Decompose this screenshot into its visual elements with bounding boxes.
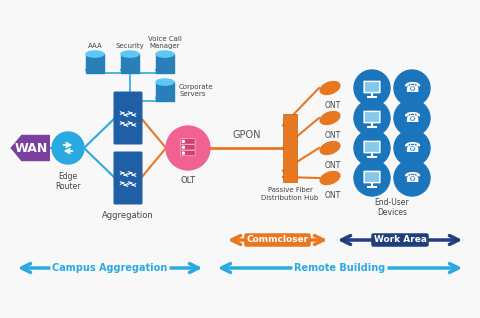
Text: OLT: OLT bbox=[180, 176, 195, 185]
Text: Remote Building: Remote Building bbox=[294, 263, 385, 273]
FancyBboxPatch shape bbox=[365, 112, 379, 122]
Circle shape bbox=[182, 152, 184, 154]
Circle shape bbox=[354, 100, 390, 136]
Bar bbox=[121, 54, 139, 73]
Text: Passive Fiber
Distribution Hub: Passive Fiber Distribution Hub bbox=[262, 187, 319, 201]
FancyBboxPatch shape bbox=[365, 142, 379, 152]
FancyBboxPatch shape bbox=[181, 150, 195, 156]
FancyBboxPatch shape bbox=[365, 172, 379, 182]
Circle shape bbox=[182, 146, 184, 148]
Circle shape bbox=[394, 100, 430, 136]
Ellipse shape bbox=[319, 141, 341, 155]
Circle shape bbox=[354, 130, 390, 166]
Text: ONT: ONT bbox=[325, 131, 341, 140]
Ellipse shape bbox=[319, 81, 341, 95]
Text: ONT: ONT bbox=[325, 101, 341, 110]
FancyBboxPatch shape bbox=[181, 139, 195, 144]
Bar bbox=[156, 82, 174, 101]
Text: Voice Call
Manager: Voice Call Manager bbox=[148, 36, 182, 49]
Ellipse shape bbox=[121, 51, 139, 57]
Text: AAA: AAA bbox=[88, 43, 102, 49]
FancyBboxPatch shape bbox=[181, 145, 195, 150]
Text: End-User
Devices: End-User Devices bbox=[375, 198, 409, 218]
Circle shape bbox=[166, 126, 210, 170]
Text: Aggregation: Aggregation bbox=[102, 211, 154, 220]
Text: GPON: GPON bbox=[232, 130, 261, 140]
Text: ONT: ONT bbox=[325, 191, 341, 200]
Text: Commcloser: Commcloser bbox=[246, 236, 309, 245]
Text: Edge
Router: Edge Router bbox=[55, 172, 81, 191]
Polygon shape bbox=[11, 135, 50, 161]
Ellipse shape bbox=[86, 51, 104, 57]
FancyBboxPatch shape bbox=[363, 141, 381, 153]
Circle shape bbox=[354, 70, 390, 106]
FancyBboxPatch shape bbox=[113, 151, 143, 204]
Text: ONT: ONT bbox=[325, 161, 341, 170]
Circle shape bbox=[354, 160, 390, 196]
Bar bbox=[156, 54, 174, 73]
Text: Work Area: Work Area bbox=[373, 236, 427, 245]
FancyBboxPatch shape bbox=[363, 81, 381, 93]
Ellipse shape bbox=[156, 51, 174, 57]
Ellipse shape bbox=[156, 67, 174, 73]
Text: ☎: ☎ bbox=[403, 141, 420, 155]
Circle shape bbox=[394, 70, 430, 106]
Bar bbox=[86, 54, 104, 73]
Circle shape bbox=[394, 130, 430, 166]
Circle shape bbox=[394, 160, 430, 196]
Text: WAN: WAN bbox=[15, 142, 48, 155]
Ellipse shape bbox=[319, 111, 341, 125]
Text: Corporate
Servers: Corporate Servers bbox=[179, 84, 214, 96]
Polygon shape bbox=[283, 114, 297, 182]
Ellipse shape bbox=[156, 79, 174, 85]
Circle shape bbox=[182, 141, 184, 142]
Text: ☎: ☎ bbox=[403, 111, 420, 125]
FancyBboxPatch shape bbox=[365, 82, 379, 92]
FancyBboxPatch shape bbox=[363, 111, 381, 123]
Text: ☎: ☎ bbox=[403, 171, 420, 185]
Ellipse shape bbox=[319, 171, 341, 185]
Ellipse shape bbox=[156, 95, 174, 101]
Text: Security: Security bbox=[116, 43, 144, 49]
FancyBboxPatch shape bbox=[113, 92, 143, 144]
Ellipse shape bbox=[86, 67, 104, 73]
Ellipse shape bbox=[121, 67, 139, 73]
Text: Campus Aggregation: Campus Aggregation bbox=[52, 263, 168, 273]
Text: ☎: ☎ bbox=[403, 81, 420, 95]
Circle shape bbox=[52, 132, 84, 164]
FancyBboxPatch shape bbox=[363, 171, 381, 183]
